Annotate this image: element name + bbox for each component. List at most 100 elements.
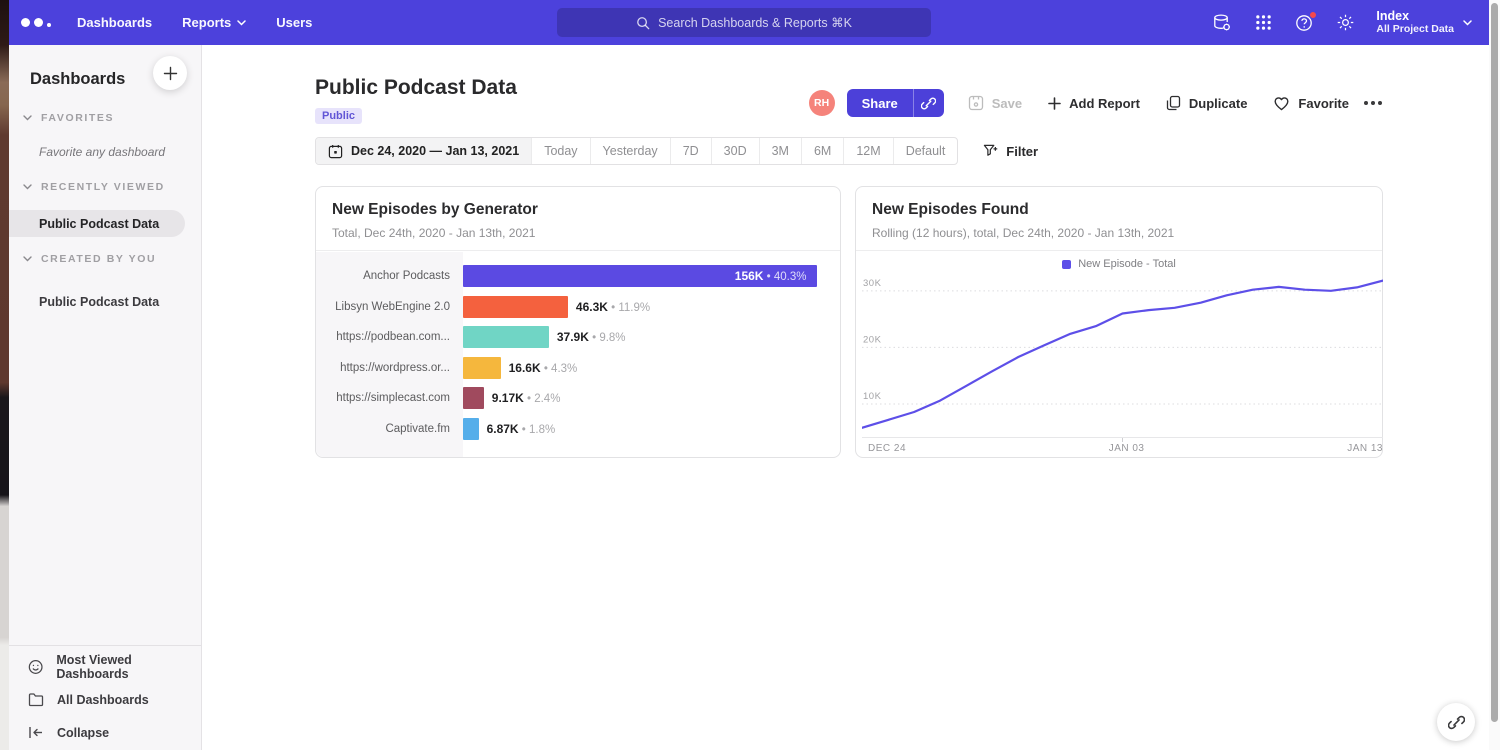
- favorite-button[interactable]: Favorite: [1273, 96, 1349, 111]
- bar-chart-subtitle: Total, Dec 24th, 2020 - Jan 13th, 2021: [332, 226, 824, 240]
- preset-6m[interactable]: 6M: [801, 138, 843, 164]
- add-report-button[interactable]: Add Report: [1048, 96, 1140, 111]
- background-window-strip: [0, 0, 9, 750]
- public-badge: Public: [315, 108, 362, 124]
- search-placeholder: Search Dashboards & Reports ⌘K: [658, 15, 852, 30]
- save-icon: [968, 95, 984, 111]
- bar-track: 37.9K • 9.8%: [463, 326, 840, 348]
- bar-segment[interactable]: [463, 418, 479, 440]
- save-label: Save: [992, 96, 1022, 111]
- chart-legend: New Episode - Total: [856, 258, 1382, 270]
- help-icon[interactable]: [1294, 13, 1314, 33]
- bar-row: https://simplecast.com9.17K • 2.4%: [316, 383, 840, 414]
- smiley-icon: [28, 659, 43, 675]
- line-chart-card[interactable]: New Episodes Found Rolling (12 hours), t…: [855, 186, 1383, 458]
- bar-row: Anchor Podcasts156K • 40.3%: [316, 261, 840, 292]
- heart-icon: [1273, 96, 1290, 111]
- mixpanel-logo-icon[interactable]: [21, 18, 51, 27]
- nav-item-users[interactable]: Users: [276, 15, 312, 30]
- section-created-by-you[interactable]: CREATED BY YOU: [23, 253, 156, 265]
- project-selector[interactable]: Index All Project Data: [1376, 9, 1472, 36]
- date-range-picker[interactable]: Dec 24, 2020 — Jan 13, 2021: [316, 138, 531, 164]
- share-button[interactable]: Share: [847, 89, 944, 117]
- most-viewed-dashboards-button[interactable]: Most Viewed Dashboards: [9, 650, 201, 683]
- collapse-icon: [28, 726, 44, 739]
- bar-segment[interactable]: [463, 357, 501, 379]
- date-range-control: Dec 24, 2020 — Jan 13, 2021 Today Yester…: [315, 137, 958, 165]
- bar-segment[interactable]: [463, 326, 549, 348]
- bar-segment[interactable]: 156K • 40.3%: [463, 265, 817, 287]
- sidebar-item-public-podcast-data-2[interactable]: Public Podcast Data: [9, 288, 185, 315]
- sidebar-item-label: Public Podcast Data: [39, 217, 159, 231]
- axis-tick: [1122, 438, 1123, 442]
- bar-track: 9.17K • 2.4%: [463, 387, 840, 409]
- bar-value-label: 46.3K • 11.9%: [576, 300, 650, 314]
- scrollbar-track[interactable]: [1489, 0, 1500, 750]
- nav-reports-label: Reports: [182, 15, 231, 30]
- add-report-label: Add Report: [1069, 96, 1140, 111]
- duplicate-button[interactable]: Duplicate: [1166, 95, 1248, 111]
- plus-icon: [163, 66, 178, 81]
- date-range-label: Dec 24, 2020 — Jan 13, 2021: [351, 144, 519, 158]
- chevron-down-icon: [23, 256, 32, 262]
- scrollbar-thumb[interactable]: [1491, 3, 1498, 722]
- link-icon: [921, 96, 936, 111]
- sidebar-item-label: Public Podcast Data: [39, 295, 159, 309]
- section-favorites[interactable]: FAVORITES: [23, 112, 114, 124]
- legend-swatch: [1062, 260, 1071, 269]
- x-axis-labels: DEC 24 JAN 03 JAN 13: [862, 443, 1383, 454]
- collapse-sidebar-button[interactable]: Collapse: [9, 716, 201, 749]
- bar-row: Libsyn WebEngine 2.046.3K • 11.9%: [316, 292, 840, 323]
- page-title: Public Podcast Data: [315, 76, 517, 100]
- gear-icon[interactable]: [1335, 13, 1355, 33]
- line-series[interactable]: [862, 281, 1383, 428]
- bar-segment[interactable]: [463, 387, 484, 409]
- chevron-down-icon: [23, 184, 32, 190]
- preset-yesterday[interactable]: Yesterday: [590, 138, 670, 164]
- bar-category-label: https://simplecast.com: [316, 392, 463, 404]
- bar-track: 156K • 40.3%: [463, 265, 840, 287]
- nav-item-dashboards[interactable]: Dashboards: [77, 15, 152, 30]
- footer-item-label: All Dashboards: [57, 693, 149, 707]
- apps-grid-icon[interactable]: [1253, 13, 1273, 33]
- more-options-button[interactable]: [1364, 101, 1382, 105]
- bar-segment[interactable]: [463, 296, 568, 318]
- preset-30d[interactable]: 30D: [711, 138, 759, 164]
- sidebar-item-public-podcast-data[interactable]: Public Podcast Data: [9, 210, 185, 237]
- bar-value-label: 16.6K • 4.3%: [509, 361, 578, 375]
- line-chart-title: New Episodes Found: [872, 201, 1366, 219]
- save-button[interactable]: Save: [968, 95, 1022, 111]
- avatar[interactable]: RH: [809, 90, 835, 116]
- nav-item-reports[interactable]: Reports: [182, 15, 246, 30]
- x-tick-label: DEC 24: [868, 443, 906, 454]
- calendar-icon: [328, 144, 343, 159]
- all-dashboards-button[interactable]: All Dashboards: [9, 683, 201, 716]
- create-dashboard-button[interactable]: [153, 56, 187, 90]
- section-recently-viewed[interactable]: RECENTLY VIEWED: [23, 181, 165, 193]
- folder-icon: [28, 693, 44, 707]
- preset-3m[interactable]: 3M: [759, 138, 801, 164]
- bar-row: https://podbean.com...37.9K • 9.8%: [316, 322, 840, 353]
- y-tick-label: 30K: [863, 278, 882, 289]
- floating-share-link-button[interactable]: [1437, 703, 1475, 741]
- bar-row: https://wordpress.or...16.6K • 4.3%: [316, 353, 840, 384]
- footer-item-label: Most Viewed Dashboards: [56, 653, 201, 681]
- date-controls: Dec 24, 2020 — Jan 13, 2021 Today Yester…: [315, 137, 1038, 165]
- line-chart-header: New Episodes Found Rolling (12 hours), t…: [856, 187, 1382, 251]
- copy-link-button[interactable]: [914, 89, 944, 117]
- search-input[interactable]: Search Dashboards & Reports ⌘K: [557, 8, 931, 37]
- preset-12m[interactable]: 12M: [843, 138, 892, 164]
- plus-icon: [1048, 97, 1061, 110]
- bar-chart-card[interactable]: New Episodes by Generator Total, Dec 24t…: [315, 186, 841, 458]
- line-chart-svg: 10K20K30K: [862, 271, 1383, 438]
- sidebar-footer: Most Viewed Dashboards All Dashboards Co…: [9, 645, 201, 750]
- project-name: Index: [1376, 9, 1454, 23]
- nav-dashboards-label: Dashboards: [77, 15, 152, 30]
- chevron-down-icon: [237, 20, 246, 26]
- favorites-empty-text: Favorite any dashboard: [39, 145, 165, 159]
- preset-today[interactable]: Today: [531, 138, 589, 164]
- preset-default[interactable]: Default: [893, 138, 958, 164]
- preset-7d[interactable]: 7D: [670, 138, 711, 164]
- filter-button[interactable]: Filter: [983, 144, 1038, 159]
- data-management-icon[interactable]: [1212, 13, 1232, 33]
